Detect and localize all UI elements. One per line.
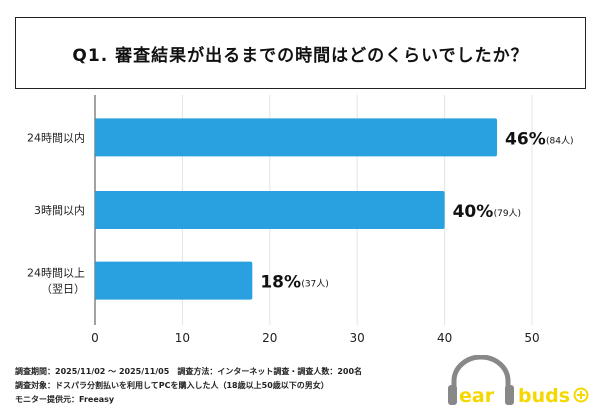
bar (95, 261, 253, 300)
value-label: 18% (260, 273, 301, 293)
bar (95, 118, 498, 157)
category-label: 3時間以内 (34, 203, 85, 217)
chart-title: Q1. 審査結果が出るまでの時間はどのくらいでしたか？ (72, 45, 529, 66)
category-label: 24時間以内 (27, 130, 85, 144)
svg-text:ear: ear (459, 385, 495, 407)
x-tick-label: 20 (262, 331, 277, 345)
x-tick-label: 10 (175, 331, 190, 345)
footer-period: 調査期間：2025/11/02 ～ 2025/11/05 調査方法：インターネッ… (15, 367, 363, 376)
svg-text:buds: buds (518, 385, 570, 407)
earbuds-logo: ear buds (448, 355, 589, 407)
count-label: (37人) (301, 279, 328, 290)
bar (95, 191, 445, 229)
value-label: 46% (505, 129, 546, 149)
category-label: （翌日） (41, 283, 85, 296)
x-tick-label: 40 (437, 331, 452, 345)
bar-chart: 0 10 20 30 40 50 24時間以内 46% (84人) 3時間以内 40% (79人) 24… (27, 95, 574, 345)
title-box: Q1. 審査結果が出るまでの時間はどのくらいでしたか？ (15, 17, 586, 89)
x-tick-label: 50 (524, 331, 539, 345)
count-label: (79人) (494, 208, 521, 219)
x-tick-label: 30 (350, 331, 365, 345)
value-label: 40% (453, 202, 494, 222)
footer-target: 調査対象：ドスパラ分割払いを利用してPCを購入した人（18歳以上50歳以下の男女… (15, 381, 329, 390)
footer-source: モニター提供元：Freeasy (15, 395, 115, 404)
category-label: 24時間以上 (27, 267, 85, 280)
count-label: (84人) (546, 135, 573, 146)
x-tick-label: 0 (91, 331, 99, 345)
